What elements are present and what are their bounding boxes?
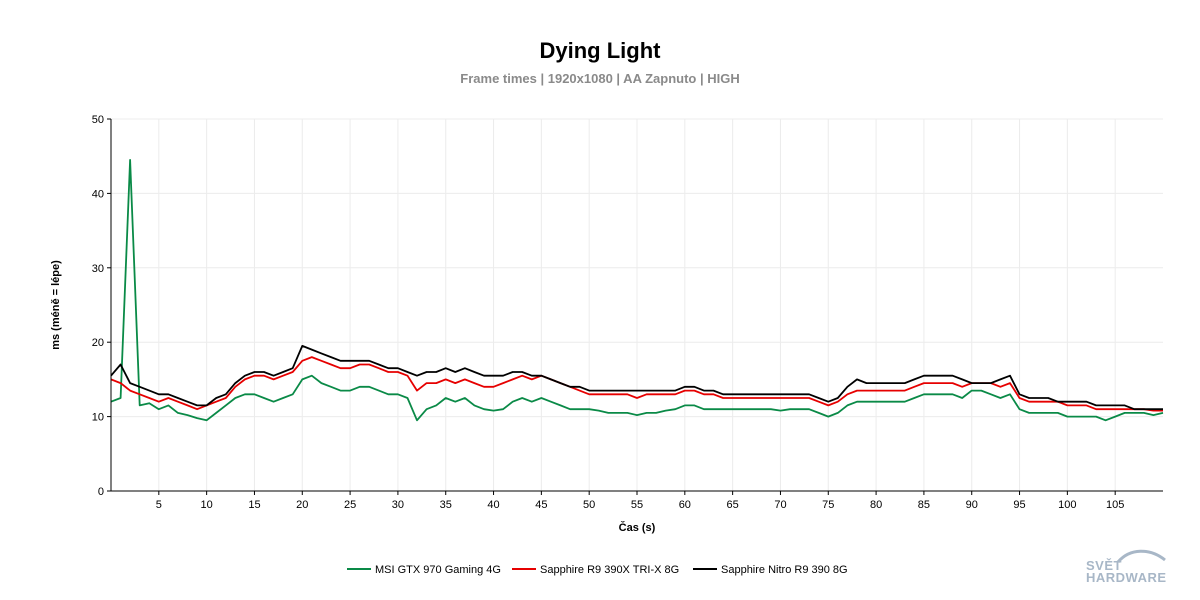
x-tick-label: 5 bbox=[156, 499, 162, 511]
logo-text-top: SVĚT bbox=[1086, 558, 1122, 573]
x-tick-label: 35 bbox=[440, 499, 452, 511]
y-tick-label: 50 bbox=[92, 114, 104, 126]
watermark-logo: SVĚT HARDWARE bbox=[1086, 549, 1167, 585]
chart-title: Dying Light bbox=[540, 38, 662, 63]
x-tick-label: 25 bbox=[344, 499, 356, 511]
y-axis-label: ms (méně = lépe) bbox=[50, 260, 62, 350]
x-tick-label: 45 bbox=[535, 499, 547, 511]
x-tick-label: 105 bbox=[1106, 499, 1124, 511]
x-tick-label: 15 bbox=[248, 499, 260, 511]
x-tick-label: 80 bbox=[870, 499, 882, 511]
y-tick-label: 30 bbox=[92, 263, 104, 275]
legend-label-1: Sapphire R9 390X TRI-X 8G bbox=[540, 564, 679, 576]
x-tick-label: 10 bbox=[201, 499, 213, 511]
chart-subtitle: Frame times | 1920x1080 | AA Zapnuto | H… bbox=[460, 71, 739, 86]
y-tick-label: 40 bbox=[92, 188, 104, 200]
legend: MSI GTX 970 Gaming 4G Sapphire R9 390X TR… bbox=[347, 564, 848, 576]
legend-label-2: Sapphire Nitro R9 390 8G bbox=[721, 564, 848, 576]
y-tick-label: 20 bbox=[92, 337, 104, 349]
y-ticks: 0 10 20 30 40 50 bbox=[92, 114, 111, 498]
x-tick-label: 90 bbox=[966, 499, 978, 511]
x-tick-label: 100 bbox=[1058, 499, 1076, 511]
logo-text-bottom: HARDWARE bbox=[1086, 570, 1167, 585]
logo-swoosh-icon bbox=[1116, 549, 1166, 564]
legend-label-0: MSI GTX 970 Gaming 4G bbox=[375, 564, 501, 576]
x-tick-label: 85 bbox=[918, 499, 930, 511]
x-tick-label: 70 bbox=[774, 499, 786, 511]
x-axis-label: Čas (s) bbox=[619, 521, 656, 534]
x-tick-label: 20 bbox=[296, 499, 308, 511]
x-tick-label: 60 bbox=[679, 499, 691, 511]
series-line-2 bbox=[110, 344, 1163, 411]
x-tick-label: 95 bbox=[1013, 499, 1025, 511]
x-tick-label: 50 bbox=[583, 499, 595, 511]
series-line-0 bbox=[110, 158, 1164, 422]
series-lines bbox=[110, 158, 1164, 422]
x-tick-label: 55 bbox=[631, 499, 643, 511]
x-tick-label: 30 bbox=[392, 499, 404, 511]
x-tick-label: 65 bbox=[727, 499, 739, 511]
x-tick-label: 75 bbox=[822, 499, 834, 511]
x-tick-label: 40 bbox=[487, 499, 499, 511]
x-ticks: 5 10 15 20 25 30 35 40 45 50 55 60 65 70 75 80 85 90 95 100… bbox=[156, 491, 1124, 511]
grid bbox=[111, 118, 1163, 491]
y-tick-label: 10 bbox=[92, 412, 104, 424]
y-tick-label: 0 bbox=[98, 486, 104, 498]
